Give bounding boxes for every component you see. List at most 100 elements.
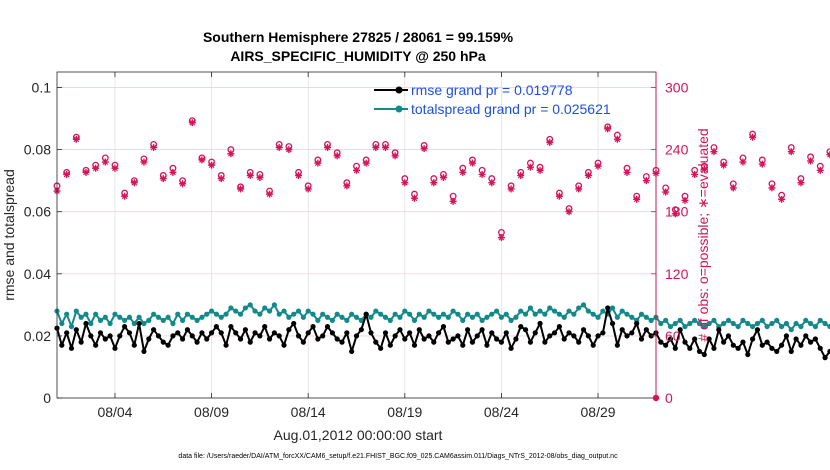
obs-evaluated-stroke: [701, 166, 708, 173]
obs-evaluated-stroke: [237, 186, 244, 192]
rmse-point: [368, 330, 374, 336]
totalspread-point: [706, 320, 712, 327]
rmse-point: [706, 336, 712, 342]
x-tick-label: 08/29: [581, 404, 616, 420]
totalspread-point: [281, 308, 287, 314]
totalspread-point: [175, 311, 181, 317]
totalspread-point: [194, 317, 200, 323]
totalspread-point: [648, 317, 654, 323]
totalspread-point: [392, 311, 398, 317]
rmse-point: [580, 327, 587, 333]
rmse-point: [151, 327, 157, 333]
x-tick-label: 08/09: [194, 404, 229, 420]
obs-evaluated-stroke: [334, 152, 341, 159]
totalspread-point: [503, 311, 509, 317]
totalspread-point: [677, 317, 683, 323]
obs-evaluated-point: [778, 195, 786, 203]
totalspread-point: [247, 302, 253, 308]
totalspread-point: [83, 311, 89, 317]
totalspread-point: [411, 317, 418, 323]
obs-evaluated-stroke: [479, 171, 485, 178]
obs-evaluated-point: [256, 174, 264, 182]
totalspread-point: [233, 308, 239, 314]
totalspread-point: [609, 305, 616, 311]
totalspread-point: [228, 305, 234, 311]
obs-evaluated-point: [72, 135, 80, 143]
rmse-point: [117, 333, 123, 339]
totalspread-point: [155, 314, 162, 320]
rmse-point: [291, 320, 297, 327]
totalspread-point: [807, 320, 814, 327]
obs-evaluated-stroke: [488, 179, 495, 186]
rmse-point: [803, 333, 809, 339]
totalspread-point: [440, 311, 447, 317]
obs-evaluated-point: [642, 177, 650, 185]
totalspread-point: [126, 314, 133, 320]
rmse-point: [407, 330, 413, 336]
totalspread-point: [334, 311, 340, 317]
rmse-point: [576, 339, 582, 345]
obs-evaluated-point: [729, 184, 737, 192]
totalspread-point: [551, 308, 558, 314]
rmse-point: [223, 342, 229, 348]
rmse-point: [300, 339, 306, 345]
totalspread-point: [812, 323, 819, 330]
obs-evaluated-point: [604, 125, 612, 133]
legend-rmse-label: rmse grand pr = 0.019778: [411, 82, 573, 98]
rmse-point: [561, 336, 567, 342]
rmse-point: [324, 323, 331, 330]
totalspread-point: [165, 314, 171, 320]
obs-evaluated-point: [333, 152, 341, 160]
obs-evaluated-stroke: [63, 171, 70, 178]
totalspread-point: [629, 314, 635, 320]
totalspread-point: [315, 317, 321, 323]
obs-evaluated-stroke: [199, 157, 205, 163]
obs-zero-marker: [652, 394, 660, 402]
rmse-point: [218, 330, 224, 336]
totalspread-point: [513, 314, 519, 320]
axes: 08/04 08/09 08/14 08/19 08/24 08/29 0 0.02 0.04 0…: [24, 72, 689, 420]
rmse-point: [194, 339, 200, 345]
rmse-point: [141, 348, 147, 355]
totalspread-point: [68, 323, 75, 330]
rmse-point: [88, 333, 94, 339]
obs-evaluated-stroke: [276, 144, 283, 151]
y-right-tick-label: 120: [665, 266, 689, 282]
obs-evaluated-point: [353, 166, 360, 174]
totalspread-point: [696, 320, 703, 327]
totalspread-point: [595, 314, 601, 320]
totalspread-point: [373, 308, 379, 314]
totalspread-point: [556, 311, 562, 317]
obs-evaluated-point: [159, 175, 167, 183]
x-axis-label: Aug.01,2012 00:00:00 start: [274, 427, 443, 443]
obs-evaluated-stroke: [798, 179, 804, 186]
y-axis-right-label: # of obs: o=possible; ∗=evaluated: [695, 128, 711, 341]
obs-evaluated-stroke: [527, 164, 534, 171]
obs-evaluated-stroke: [759, 161, 766, 167]
obs-evaluated-point: [584, 171, 592, 179]
totalspread-point: [687, 320, 693, 327]
obs-evaluated-stroke: [257, 174, 263, 181]
rmse-point: [363, 311, 369, 317]
totalspread-point: [759, 317, 765, 323]
rmse-point: [271, 330, 277, 336]
rmse-point: [460, 342, 466, 348]
y-left-tick-label: 0: [43, 390, 51, 406]
obs-evaluated-stroke: [247, 172, 254, 179]
rmse-point: [498, 339, 505, 345]
totalspread-point: [745, 320, 751, 327]
totalspread-point: [484, 314, 490, 320]
obs-evaluated-stroke: [614, 136, 621, 143]
obs-evaluated-point: [63, 170, 71, 178]
obs-evaluated-point: [381, 144, 389, 152]
totalspread-point: [416, 311, 422, 317]
obs-evaluated-stroke: [575, 186, 582, 192]
rmse-point: [204, 336, 210, 342]
rmse-point: [170, 333, 176, 339]
totalspread-point: [783, 320, 790, 327]
totalspread-point: [518, 308, 524, 314]
rmse-point: [416, 327, 422, 333]
obs-evaluated-point: [324, 144, 332, 152]
plot-area: [57, 72, 656, 398]
totalspread-point: [407, 311, 413, 317]
